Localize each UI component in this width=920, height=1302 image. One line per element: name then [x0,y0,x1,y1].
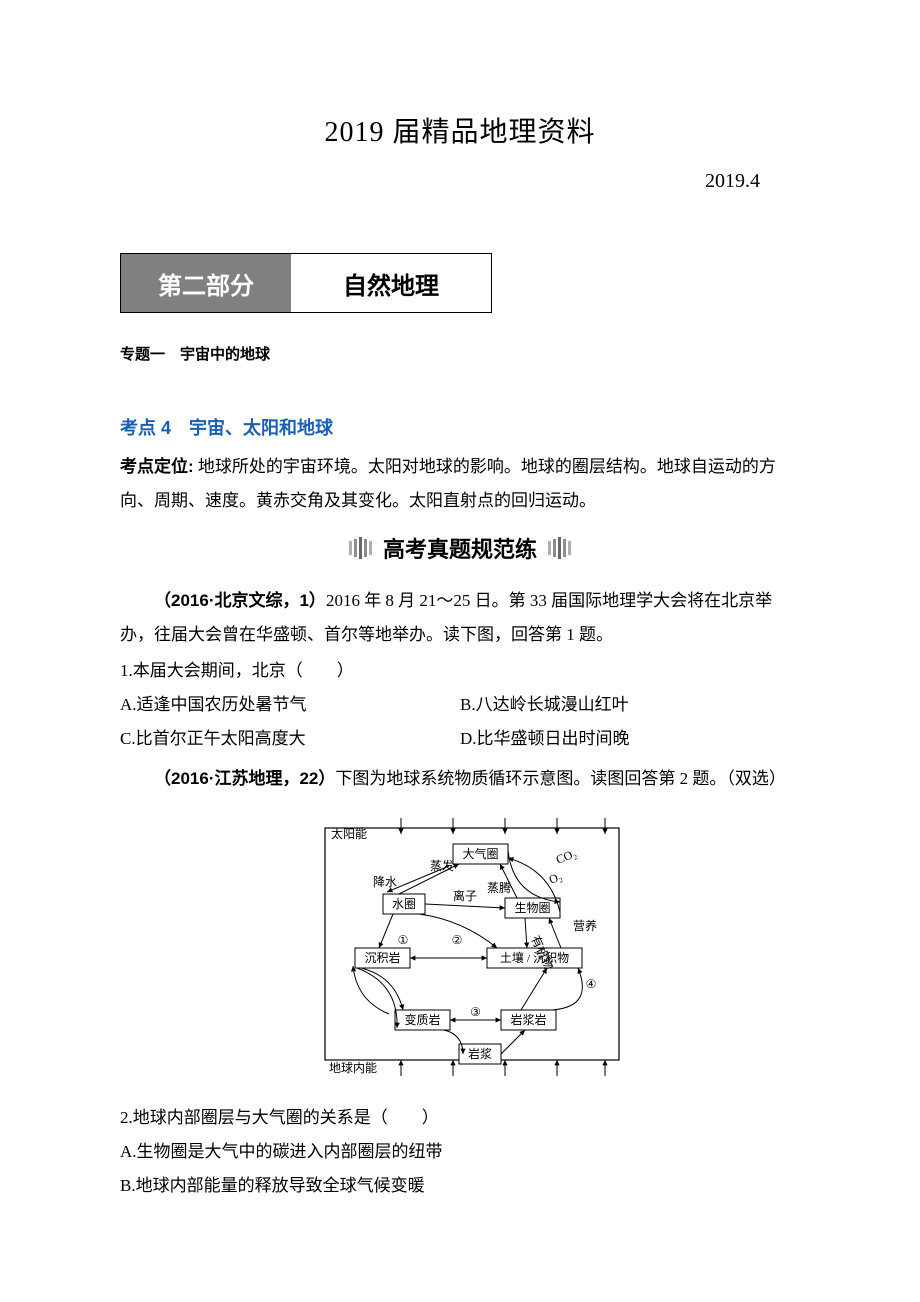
kaodian-desc-text: 地球所处的宇宙环境。太阳对地球的影响。地球的圈层结构。地球自运动的方向、周期、速… [120,457,776,510]
svg-text:离子: 离子 [453,888,477,903]
svg-text:水圈: 水圈 [392,897,416,911]
q2-stem: 2.地球内部圈层与大气圈的关系是（ ） [120,1101,800,1135]
part-banner-left: 第二部分 [121,254,291,312]
svg-text:②: ② [452,933,463,947]
q1-stem: 1.本届大会期间，北京（ ） [120,654,800,688]
svg-text:蒸腾: 蒸腾 [487,880,511,895]
material-cycle-diagram: 太阳能地球内能大气圈水圈生物圈土壤 / 沉积物沉积岩变质岩岩浆岩岩浆蒸发降水蒸腾… [295,804,625,1089]
diagram-wrap: 太阳能地球内能大气圈水圈生物圈土壤 / 沉积物沉积岩变质岩岩浆岩岩浆蒸发降水蒸腾… [120,804,800,1089]
svg-text:③: ③ [470,1005,481,1019]
q2-intro-text: 下图为地球系统物质循环示意图。读图回答第 2 题。（双选） [335,769,786,788]
banner-bars-left [348,537,373,559]
svg-text:CO₂: CO₂ [554,846,579,867]
q1-option-c: C.比首尔正午太阳高度大 [120,722,460,756]
exam-banner-text: 高考真题规范练 [383,537,537,562]
svg-text:岩浆: 岩浆 [468,1046,492,1061]
q1-option-d: D.比华盛顿日出时间晚 [460,722,800,756]
kaodian-desc: 考点定位: 地球所处的宇宙环境。太阳对地球的影响。地球的圈层结构。地球自运动的方… [120,450,800,518]
kaodian-desc-label: 考点定位: [120,457,194,476]
banner-bars-right [547,537,572,559]
q1-option-b: B.八达岭长城漫山红叶 [460,688,800,722]
q1-intro: （2016·北京文综，1）2016 年 8 月 21～25 日。第 33 届国际… [120,584,800,652]
main-title: 2019 届精品地理资料 [120,110,800,150]
svg-text:O₂: O₂ [547,869,564,887]
svg-text:地球内能: 地球内能 [329,1061,377,1075]
date-line: 2019.4 [120,170,760,193]
svg-text:岩浆岩: 岩浆岩 [510,1012,546,1027]
part-banner: 第二部分 自然地理 [120,253,492,313]
q2-option-b: B.地球内部能量的释放导致全球气候变暖 [120,1169,800,1203]
q1-option-a: A.适逢中国农历处暑节气 [120,688,460,722]
q1-source: （2016·北京文综，1） [154,591,326,610]
q2-source: （2016·江苏地理，22） [154,769,335,788]
svg-text:④: ④ [586,977,597,991]
svg-text:沉积岩: 沉积岩 [364,950,400,965]
svg-text:生物圈: 生物圈 [514,901,550,915]
svg-text:变质岩: 变质岩 [404,1012,440,1027]
svg-text:大气圈: 大气圈 [462,846,498,861]
q2-intro: （2016·江苏地理，22）下图为地球系统物质循环示意图。读图回答第 2 题。（… [120,762,800,796]
svg-text:营养: 营养 [573,918,597,933]
page: 2019 届精品地理资料 2019.4 第二部分 自然地理 专题一 宇宙中的地球… [0,0,920,1302]
topic-line: 专题一 宇宙中的地球 [120,343,800,364]
q2-option-a: A.生物圈是大气中的碳进入内部圈层的纽带 [120,1135,800,1169]
cycle-svg: 太阳能地球内能大气圈水圈生物圈土壤 / 沉积物沉积岩变质岩岩浆岩岩浆蒸发降水蒸腾… [295,804,625,1084]
exam-banner: 高考真题规范练 [120,532,800,564]
svg-text:①: ① [398,933,409,947]
kaodian-title: 考点 4 宇宙、太阳和地球 [120,414,800,440]
part-banner-right: 自然地理 [291,254,491,312]
svg-text:太阳能: 太阳能 [331,826,367,841]
svg-text:降水: 降水 [373,875,397,889]
q1-options: A.适逢中国农历处暑节气 B.八达岭长城漫山红叶 C.比首尔正午太阳高度大 D.… [120,688,800,756]
svg-text:蒸发: 蒸发 [430,858,454,873]
